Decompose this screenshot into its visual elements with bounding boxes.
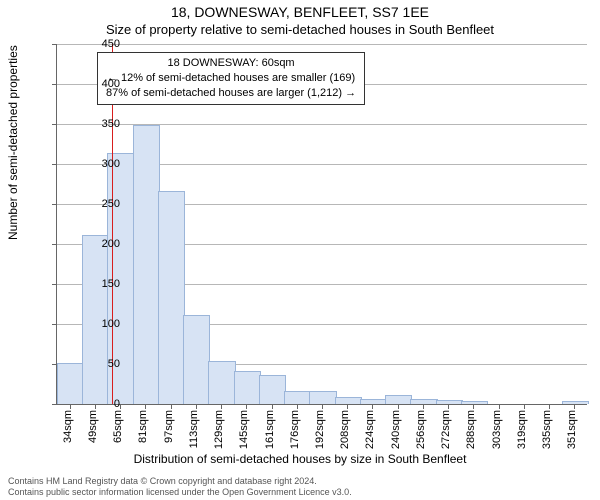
x-tick-label: 272sqm <box>440 410 452 449</box>
x-tick-label: 65sqm <box>112 410 124 443</box>
x-tick-label: 97sqm <box>163 410 175 443</box>
y-tick-mark <box>52 244 57 245</box>
y-tick-mark <box>52 124 57 125</box>
x-tick-mark <box>524 404 525 409</box>
x-tick-mark <box>473 404 474 409</box>
y-tick-mark <box>52 204 57 205</box>
histogram-bar <box>259 375 286 404</box>
x-tick-mark <box>145 404 146 409</box>
x-tick-mark <box>221 404 222 409</box>
x-tick-label: 224sqm <box>364 410 376 449</box>
y-axis-label: Number of semi-detached properties <box>6 45 20 240</box>
attribution-text: Contains HM Land Registry data © Crown c… <box>8 476 352 499</box>
attribution-line2: Contains public sector information licen… <box>8 487 352 498</box>
callout-line2: ← 12% of semi-detached houses are smalle… <box>106 71 356 86</box>
y-tick-label: 0 <box>60 398 120 410</box>
x-tick-label: 145sqm <box>238 410 250 449</box>
histogram-bar <box>183 315 210 404</box>
callout-line1: 18 DOWNESWAY: 60sqm <box>106 56 356 71</box>
x-tick-label: 49sqm <box>87 410 99 443</box>
y-tick-label: 400 <box>60 78 120 90</box>
x-tick-mark <box>120 404 121 409</box>
y-tick-label: 100 <box>60 318 120 330</box>
x-tick-label: 113sqm <box>188 410 200 448</box>
x-tick-label: 319sqm <box>516 410 528 449</box>
x-tick-mark <box>347 404 348 409</box>
chart-title-main: 18, DOWNESWAY, BENFLEET, SS7 1EE <box>0 4 600 20</box>
callout-line3: 87% of semi-detached houses are larger (… <box>106 86 356 101</box>
y-tick-label: 200 <box>60 238 120 250</box>
x-tick-mark <box>322 404 323 409</box>
x-tick-label: 192sqm <box>314 410 326 449</box>
x-tick-mark <box>196 404 197 409</box>
x-tick-label: 34sqm <box>62 410 74 443</box>
x-tick-label: 303sqm <box>491 410 503 449</box>
x-tick-mark <box>372 404 373 409</box>
x-tick-label: 288sqm <box>465 410 477 449</box>
plot-area: 34sqm49sqm65sqm81sqm97sqm113sqm129sqm145… <box>56 44 587 405</box>
x-tick-mark <box>549 404 550 409</box>
x-tick-label: 129sqm <box>213 410 225 449</box>
x-tick-label: 335sqm <box>541 410 553 449</box>
x-tick-mark <box>499 404 500 409</box>
histogram-bar <box>309 391 336 404</box>
x-tick-mark <box>246 404 247 409</box>
chart-title-sub: Size of property relative to semi-detach… <box>0 22 600 37</box>
y-tick-mark <box>52 404 57 405</box>
histogram-bar <box>335 397 362 404</box>
x-tick-label: 351sqm <box>566 410 578 449</box>
y-tick-label: 350 <box>60 118 120 130</box>
histogram-bar <box>234 371 261 404</box>
x-tick-mark <box>272 404 273 409</box>
x-axis-label: Distribution of semi-detached houses by … <box>0 452 600 466</box>
y-tick-mark <box>52 324 57 325</box>
x-tick-mark <box>171 404 172 409</box>
y-tick-label: 150 <box>60 278 120 290</box>
gridline <box>57 44 587 45</box>
y-tick-label: 250 <box>60 198 120 210</box>
chart-container: 18, DOWNESWAY, BENFLEET, SS7 1EE Size of… <box>0 0 600 500</box>
x-tick-label: 176sqm <box>289 410 301 449</box>
attribution-line1: Contains HM Land Registry data © Crown c… <box>8 476 352 487</box>
callout-box: 18 DOWNESWAY: 60sqm← 12% of semi-detache… <box>97 52 365 105</box>
histogram-bar <box>158 191 185 404</box>
histogram-bar <box>410 399 437 404</box>
y-tick-mark <box>52 84 57 85</box>
histogram-bar <box>133 125 160 404</box>
x-tick-mark <box>423 404 424 409</box>
x-tick-label: 240sqm <box>390 410 402 449</box>
x-tick-mark <box>448 404 449 409</box>
y-tick-label: 450 <box>60 38 120 50</box>
y-tick-label: 300 <box>60 158 120 170</box>
y-tick-label: 50 <box>60 358 120 370</box>
x-tick-mark <box>574 404 575 409</box>
y-tick-mark <box>52 44 57 45</box>
x-tick-label: 161sqm <box>264 410 276 449</box>
x-tick-mark <box>297 404 298 409</box>
x-tick-label: 81sqm <box>137 410 149 443</box>
x-tick-label: 256sqm <box>415 410 427 449</box>
x-tick-label: 208sqm <box>339 410 351 449</box>
histogram-bar <box>385 395 412 404</box>
histogram-bar <box>208 361 235 404</box>
y-tick-mark <box>52 164 57 165</box>
x-tick-mark <box>398 404 399 409</box>
histogram-bar <box>284 391 311 404</box>
y-tick-mark <box>52 284 57 285</box>
